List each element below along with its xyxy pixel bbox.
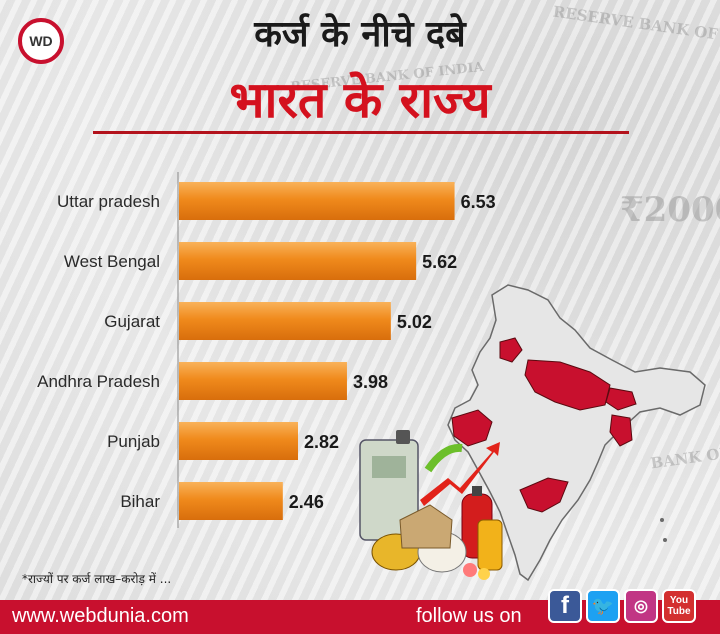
- bar-west-bengal: [179, 242, 417, 280]
- oil-bottle-illustration: [477, 519, 503, 571]
- category-label-uttar-pradesh: Uttar pradesh: [57, 192, 160, 211]
- category-label-punjab: Punjab: [107, 432, 160, 451]
- value-label-punjab: 2.82: [304, 432, 339, 452]
- value-label-gujarat: 5.02: [397, 312, 432, 332]
- value-label-uttar-pradesh: 6.53: [461, 192, 496, 212]
- map-state-bihar: [605, 387, 637, 411]
- footnote: *राज्यों पर कर्ज लाख–करोड़ में ...: [22, 572, 172, 586]
- title-line-2: भारत के राज्य: [229, 71, 491, 129]
- map-state-west-bengal: [609, 414, 633, 447]
- category-label-bihar: Bihar: [120, 492, 160, 511]
- bar-punjab: [179, 422, 299, 460]
- bar-uttar-pradesh: [179, 182, 455, 220]
- twitter-icon[interactable]: 🐦: [586, 589, 620, 623]
- bar-bihar: [179, 482, 283, 520]
- website-link[interactable]: www.webdunia.com: [12, 605, 189, 627]
- value-label-bihar: 2.46: [289, 492, 324, 512]
- category-label-west-bengal: West Bengal: [64, 252, 160, 271]
- title-line-1: कर्ज के नीचे दबे: [254, 14, 466, 55]
- webdunia-logo[interactable]: WD: [18, 18, 64, 64]
- map-state-gujarat: [451, 409, 493, 447]
- youtube-icon[interactable]: You Tube: [662, 589, 696, 623]
- facebook-icon[interactable]: f: [548, 589, 582, 623]
- category-label-andhra-pradesh: Andhra Pradesh: [37, 372, 160, 391]
- map-state-andhra-pradesh: [519, 477, 569, 513]
- rising-arrow-icon: [420, 442, 500, 506]
- value-label-west-bengal: 5.62: [422, 252, 457, 272]
- instagram-icon[interactable]: ◎: [624, 589, 658, 623]
- follow-us-text: follow us on: [416, 605, 522, 627]
- watermark-2000: ₹2000: [620, 190, 720, 230]
- map-state-uttar-pradesh: [524, 359, 611, 411]
- title-divider: [93, 131, 629, 134]
- value-label-andhra-pradesh: 3.98: [353, 372, 388, 392]
- category-label-gujarat: Gujarat: [104, 312, 160, 331]
- sack-illustration: [399, 504, 453, 549]
- bar-gujarat: [179, 302, 391, 340]
- map-state-punjab: [499, 337, 523, 363]
- bar-andhra-pradesh: [179, 362, 347, 400]
